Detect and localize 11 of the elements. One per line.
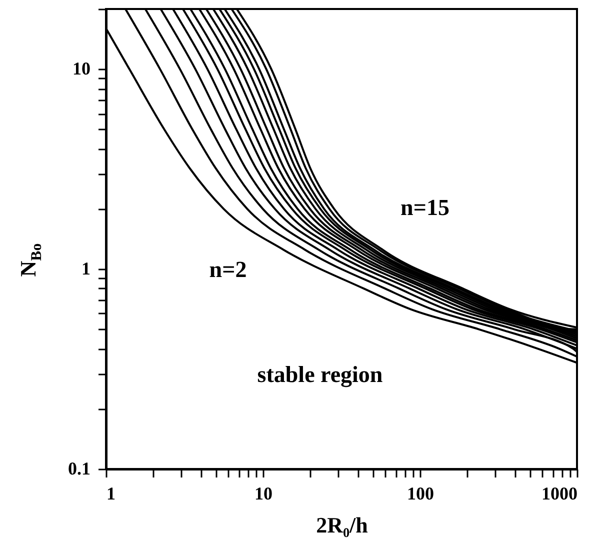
- annotation: n=2: [209, 257, 247, 282]
- annotation: n=15: [400, 195, 450, 220]
- x-tick-label: 10: [254, 484, 272, 504]
- x-tick-label: 100: [407, 484, 434, 504]
- y-tick-label: 10: [72, 58, 90, 79]
- x-axis-title: 2R₀/h: [316, 512, 368, 538]
- y-tick-label: 0.1: [68, 458, 90, 478]
- annotation: stable region: [257, 362, 383, 388]
- x-tick-label: 1000: [542, 484, 578, 504]
- y-tick-label: 1: [82, 258, 90, 279]
- x-tick-label: 1: [106, 484, 116, 504]
